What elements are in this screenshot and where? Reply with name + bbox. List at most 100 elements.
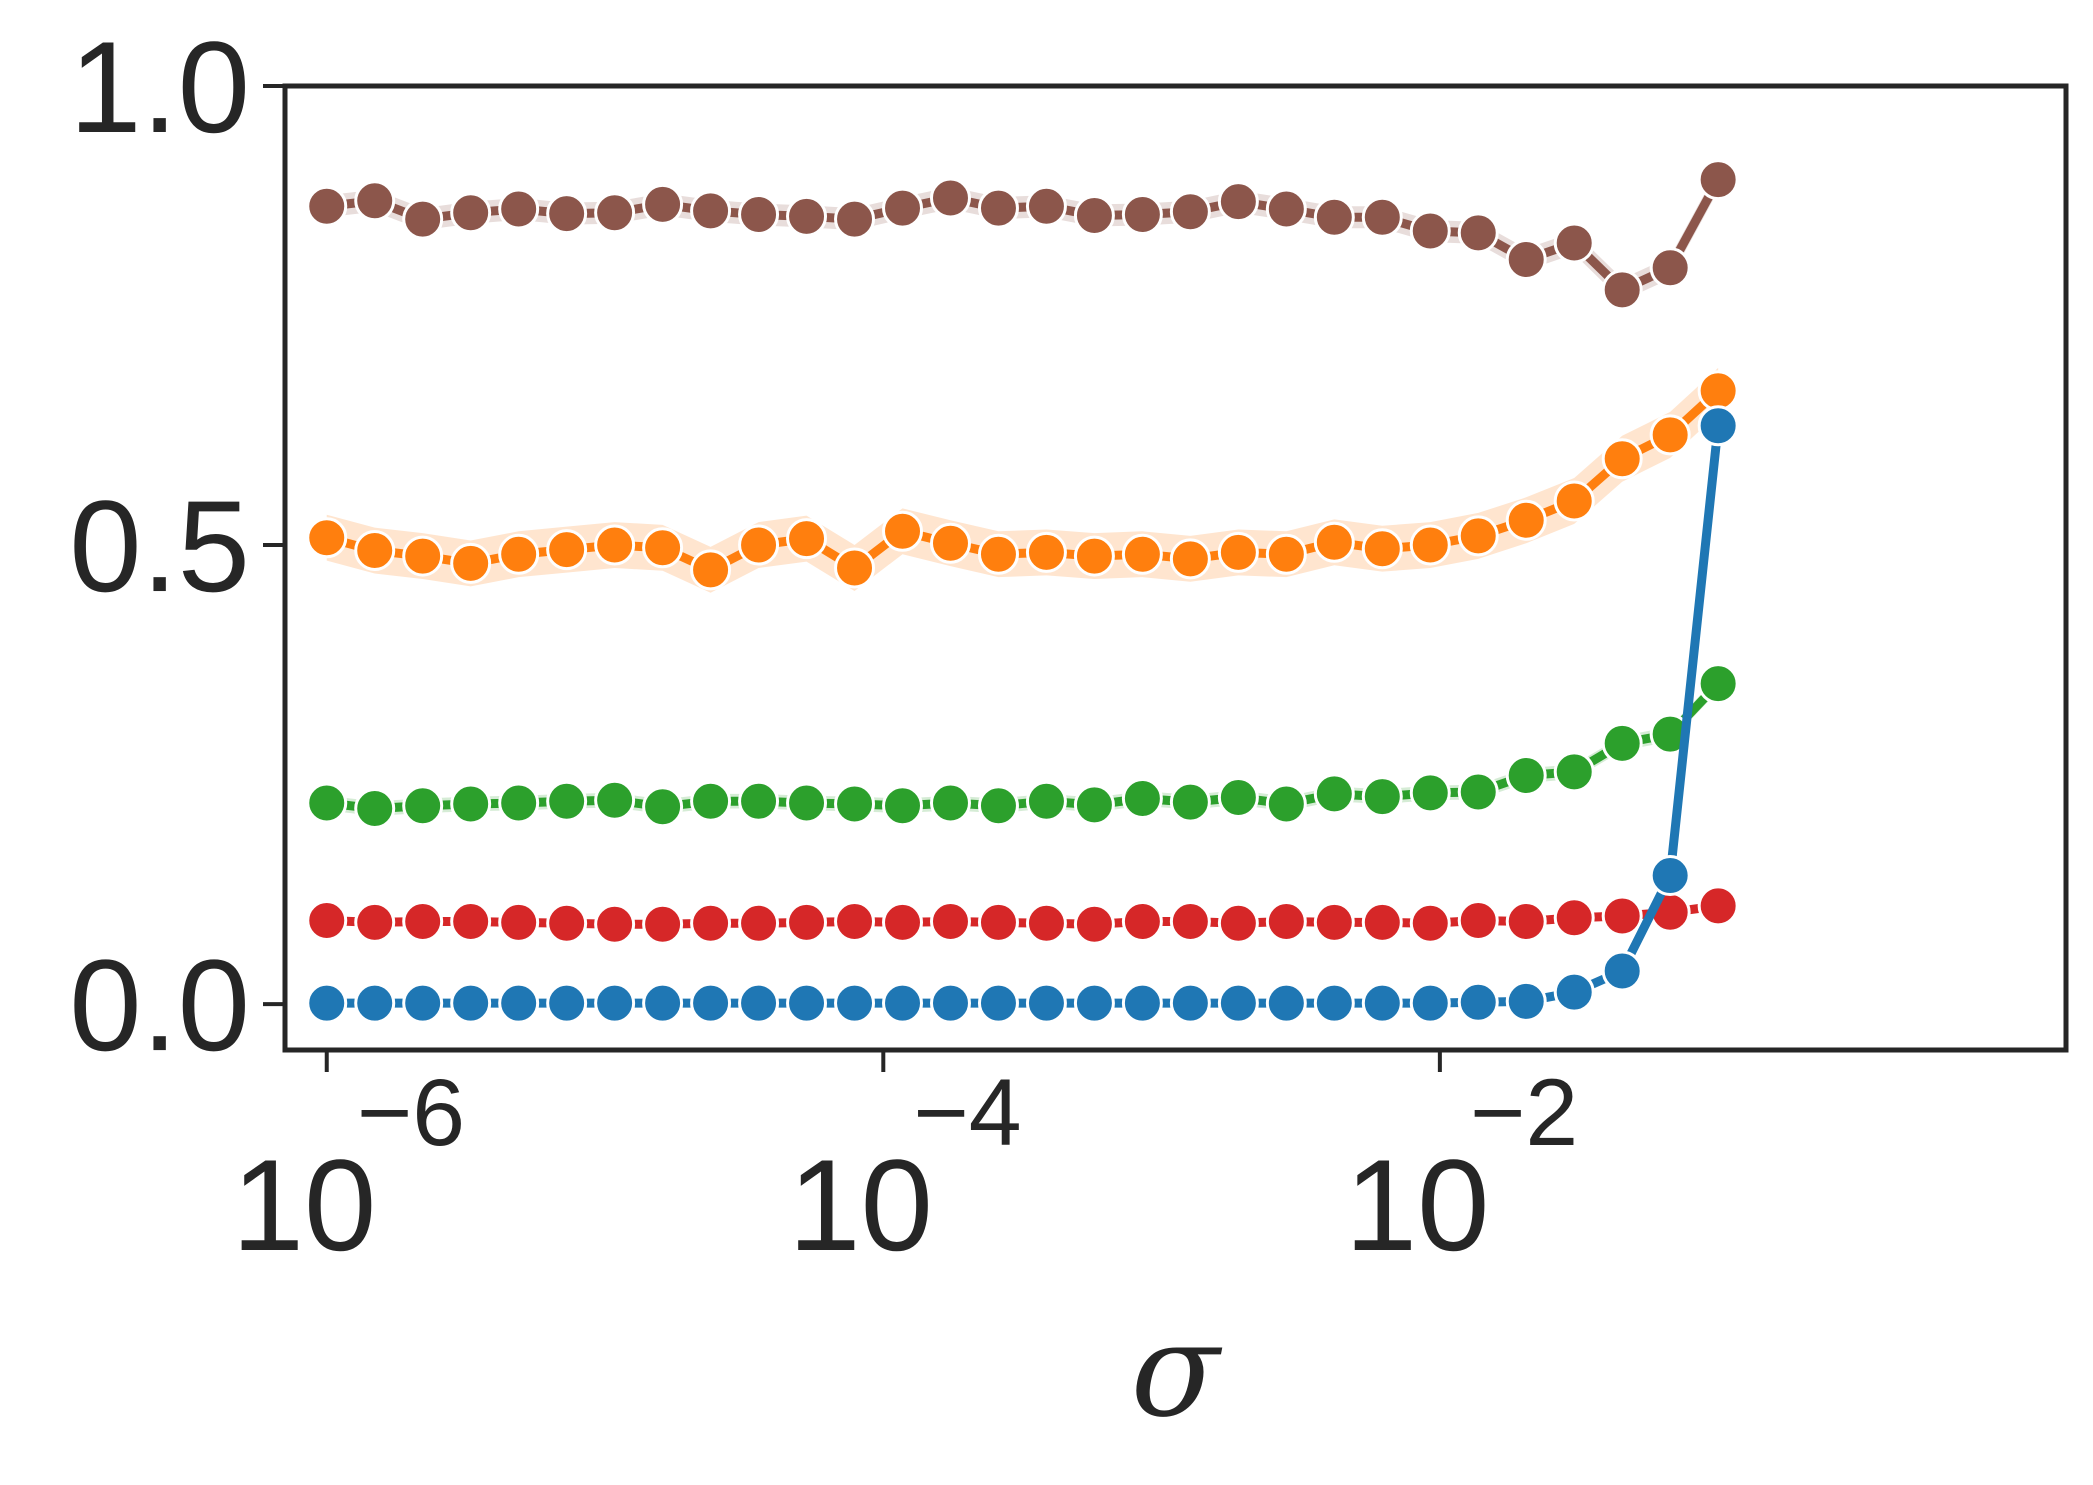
point-green xyxy=(882,785,924,827)
point-blue xyxy=(1409,982,1451,1024)
plot-frame xyxy=(282,83,2069,1053)
point-orange xyxy=(1409,524,1451,566)
point-red xyxy=(690,902,732,944)
point-orange xyxy=(1313,521,1355,563)
point-red xyxy=(642,903,684,945)
point-brown xyxy=(1505,239,1547,281)
point-green xyxy=(1361,776,1403,818)
point-red xyxy=(1361,901,1403,943)
band-brown xyxy=(326,168,1719,301)
point-orange xyxy=(402,535,444,577)
point-brown xyxy=(1025,185,1067,227)
point-brown xyxy=(1553,222,1595,264)
y-tick-label: 0.0 xyxy=(69,932,250,1078)
point-orange xyxy=(1217,531,1259,573)
point-orange xyxy=(1025,531,1067,573)
point-orange xyxy=(1169,538,1211,580)
point-blue xyxy=(306,982,348,1024)
point-brown xyxy=(1409,210,1451,252)
point-red xyxy=(786,901,828,943)
point-brown xyxy=(1697,159,1739,201)
x-tick-label-exponent: −4 xyxy=(913,1060,1021,1166)
point-blue xyxy=(977,982,1019,1024)
point-blue xyxy=(929,982,971,1024)
point-orange xyxy=(977,533,1019,575)
point-brown xyxy=(306,185,348,227)
point-red xyxy=(1553,897,1595,939)
point-red xyxy=(929,900,971,942)
point-orange xyxy=(642,527,684,569)
point-orange xyxy=(1121,533,1163,575)
point-blue xyxy=(546,982,588,1024)
point-brown xyxy=(642,183,684,225)
point-orange xyxy=(1553,480,1595,522)
point-red xyxy=(1697,885,1739,927)
point-green xyxy=(1313,773,1355,815)
point-brown xyxy=(354,180,396,222)
point-orange xyxy=(1505,499,1547,541)
point-brown xyxy=(1169,191,1211,233)
point-blue xyxy=(1697,405,1739,447)
point-brown xyxy=(977,187,1019,229)
point-brown xyxy=(498,188,540,230)
point-green xyxy=(1601,722,1643,764)
point-red xyxy=(1601,895,1643,937)
point-brown xyxy=(738,194,780,236)
point-green xyxy=(1409,772,1451,814)
point-red xyxy=(450,900,492,942)
point-red xyxy=(354,901,396,943)
point-orange xyxy=(594,524,636,566)
point-brown xyxy=(1217,181,1259,223)
point-green xyxy=(1457,771,1499,813)
point-orange xyxy=(929,522,971,564)
point-orange xyxy=(498,533,540,575)
point-brown xyxy=(1601,269,1643,311)
point-blue xyxy=(354,982,396,1024)
point-green xyxy=(306,782,348,824)
point-brown xyxy=(1457,212,1499,254)
axes-layer: 0.00.51.010−610−410−2 xyxy=(69,14,1578,1278)
point-red xyxy=(546,902,588,944)
point-red xyxy=(498,901,540,943)
point-red xyxy=(882,901,924,943)
point-brown xyxy=(402,198,444,240)
point-orange xyxy=(450,542,492,584)
y-tick-label: 0.5 xyxy=(69,473,250,619)
point-blue xyxy=(1169,982,1211,1024)
point-red xyxy=(738,902,780,944)
point-red xyxy=(1409,902,1451,944)
point-green xyxy=(642,786,684,828)
series-green xyxy=(306,663,1739,830)
point-blue xyxy=(1553,971,1595,1013)
point-brown xyxy=(1649,247,1691,289)
point-red xyxy=(1121,900,1163,942)
series-brown xyxy=(306,159,1739,311)
point-blue xyxy=(834,982,876,1024)
point-green xyxy=(738,780,780,822)
point-green xyxy=(1697,663,1739,705)
point-green xyxy=(354,788,396,830)
point-blue xyxy=(402,982,444,1024)
point-blue xyxy=(450,982,492,1024)
point-brown xyxy=(1073,194,1115,236)
point-red xyxy=(977,901,1019,943)
point-blue xyxy=(498,982,540,1024)
point-blue xyxy=(1649,855,1691,897)
x-tick-label-base: 10 xyxy=(1345,1132,1490,1278)
point-green xyxy=(1505,754,1547,796)
point-red xyxy=(1169,900,1211,942)
point-brown xyxy=(450,192,492,234)
point-green xyxy=(1121,777,1163,819)
point-green xyxy=(1265,783,1307,825)
point-orange xyxy=(1361,528,1403,570)
point-green xyxy=(1025,780,1067,822)
x-axis-label: σ xyxy=(1131,1294,1223,1446)
point-red xyxy=(1217,902,1259,944)
point-green xyxy=(402,785,444,827)
x-tick-label-base: 10 xyxy=(232,1132,377,1278)
point-brown xyxy=(546,193,588,235)
point-blue xyxy=(1457,981,1499,1023)
point-orange xyxy=(738,524,780,566)
point-blue xyxy=(1265,982,1307,1024)
